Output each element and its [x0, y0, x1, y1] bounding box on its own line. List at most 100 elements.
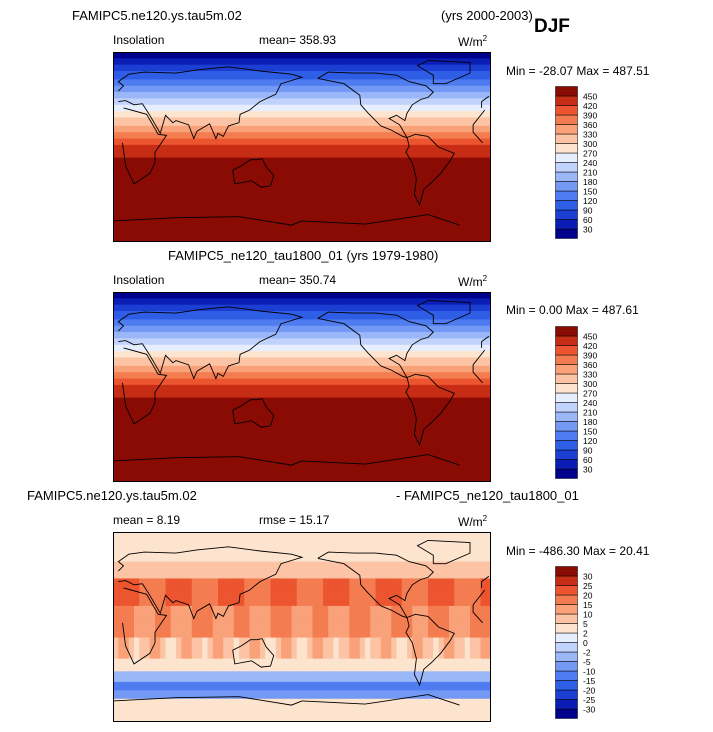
map-cell — [275, 570, 282, 573]
map-cell — [291, 656, 298, 660]
map-cell — [139, 605, 145, 609]
map-cell — [113, 85, 491, 89]
map-cell — [470, 662, 476, 666]
map-cell — [396, 534, 403, 537]
map-cell — [470, 548, 476, 552]
map-cell — [296, 618, 303, 622]
map-cell — [170, 555, 177, 558]
map-cell — [485, 548, 491, 552]
map-cell — [354, 565, 361, 569]
map-cell — [176, 534, 182, 537]
map-cell — [265, 555, 271, 558]
map-cell — [354, 544, 361, 548]
map-cell — [128, 591, 135, 594]
map-cell — [464, 656, 471, 660]
map-cell — [323, 536, 329, 539]
map-cell — [391, 586, 397, 590]
map-cell — [344, 633, 350, 636]
map-cell — [191, 551, 198, 554]
map-cell — [260, 660, 266, 664]
map-cell — [391, 599, 397, 603]
map-cell — [254, 614, 261, 617]
map-cell — [480, 601, 487, 605]
map-cell — [365, 576, 371, 579]
map-cell — [317, 572, 324, 575]
map-cell — [265, 584, 271, 588]
map-cell — [475, 584, 481, 588]
map-cell — [438, 648, 445, 651]
map-cell — [233, 656, 240, 660]
map-cell — [459, 597, 466, 600]
map-cell — [149, 648, 156, 651]
map-cell — [475, 635, 481, 638]
map-cell — [365, 542, 371, 546]
map-cell — [113, 206, 491, 209]
colorbar-box — [555, 95, 578, 106]
map-cell — [118, 654, 124, 657]
map-cell — [218, 559, 224, 562]
map-cell — [302, 557, 308, 560]
map-cell — [228, 536, 235, 539]
map-cell — [312, 618, 319, 622]
map-cell — [186, 608, 193, 611]
map-cell — [412, 572, 418, 575]
map-cell — [270, 629, 277, 632]
map-cell — [281, 601, 287, 605]
map-cell — [113, 425, 491, 428]
map-cell — [123, 652, 130, 655]
map-cell — [218, 641, 224, 645]
map-cell — [359, 660, 366, 664]
map-cell — [480, 622, 487, 626]
map-cell — [113, 450, 491, 453]
map-cell — [291, 553, 298, 556]
map-cell — [113, 561, 119, 565]
map-cell — [307, 563, 313, 567]
map-cell — [365, 622, 371, 626]
map-cell — [485, 559, 491, 562]
map-cell — [239, 639, 245, 643]
map-cell — [349, 660, 355, 664]
map-cell — [475, 538, 481, 541]
map-cell — [459, 622, 466, 626]
map-cell — [128, 635, 135, 638]
map-cell — [296, 576, 303, 579]
map-cell — [480, 534, 487, 537]
map-cell — [134, 633, 140, 636]
map-cell — [228, 622, 235, 626]
map-cell — [412, 601, 418, 605]
map-cell — [270, 631, 277, 634]
map-cell — [244, 635, 250, 638]
map-cell — [218, 646, 224, 649]
map-cell — [181, 665, 187, 668]
map-cell — [296, 646, 303, 649]
map-cell — [449, 563, 455, 567]
map-cell — [281, 534, 287, 537]
map-cell — [160, 591, 166, 594]
map-cell — [323, 622, 329, 626]
map-cell — [302, 627, 308, 630]
map-cell — [307, 555, 313, 558]
map-cell — [375, 551, 382, 554]
map-cell — [422, 544, 429, 548]
map-cell — [386, 637, 392, 641]
map-cell — [470, 553, 476, 556]
map-cell — [165, 620, 172, 624]
map-cell — [396, 559, 403, 562]
map-cell — [144, 542, 151, 546]
map-cell — [113, 618, 119, 622]
map-cell — [181, 557, 187, 560]
map-cell — [354, 580, 361, 584]
map-cell — [212, 658, 219, 662]
map-cell — [417, 650, 424, 653]
map-cell — [113, 542, 119, 546]
map-cell — [286, 622, 292, 626]
map-cell — [312, 546, 319, 550]
map-cell — [480, 646, 487, 649]
map-cell — [354, 660, 361, 664]
map-cell — [307, 574, 313, 577]
map-cell — [307, 652, 313, 655]
map-cell — [470, 580, 476, 584]
map-cell — [254, 548, 261, 552]
map-cell — [380, 578, 387, 581]
map-cell — [228, 618, 235, 622]
